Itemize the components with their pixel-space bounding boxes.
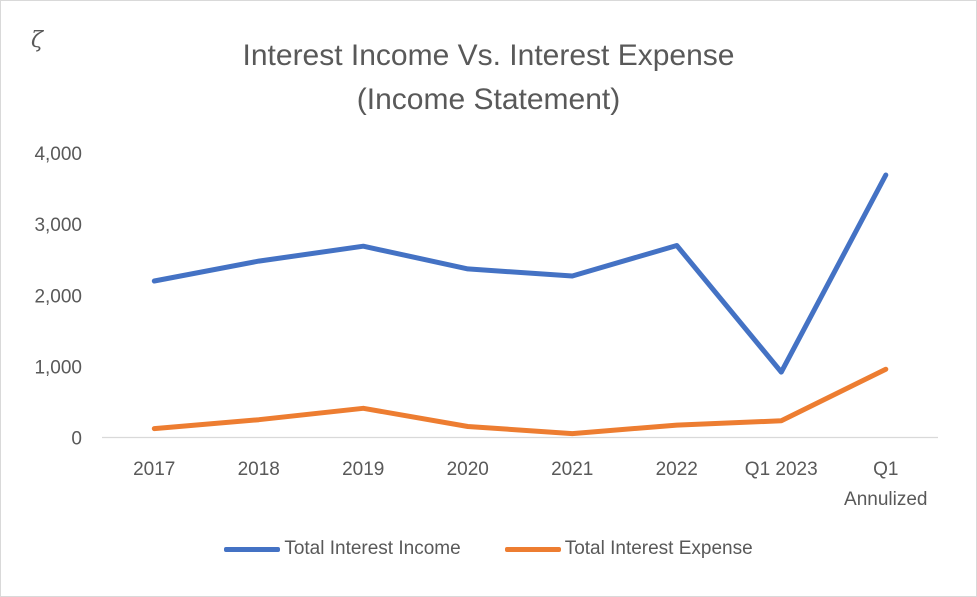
legend-label-income: Total Interest Income bbox=[284, 538, 461, 559]
x-tick-label-line: 2017 bbox=[133, 459, 175, 480]
x-tick-label-line: Q1 bbox=[873, 459, 898, 480]
legend-label-expense: Total Interest Expense bbox=[564, 538, 753, 559]
x-tick-label-line: 2022 bbox=[656, 459, 698, 480]
x-tick-label-line: 2021 bbox=[551, 459, 593, 480]
x-tick-label: 2022 bbox=[656, 459, 698, 480]
chart-title: Interest Income Vs. Interest Expense (In… bbox=[0, 34, 977, 122]
x-tick-label: 2018 bbox=[238, 459, 280, 480]
legend-item-expense: Total Interest Expense bbox=[504, 538, 753, 560]
chart-title-line-1: Interest Income Vs. Interest Expense bbox=[242, 39, 735, 72]
y-tick-label: 0 bbox=[71, 429, 82, 450]
y-tick-label: 1,000 bbox=[34, 357, 82, 378]
legend-item-income: Total Interest Income bbox=[224, 538, 461, 560]
x-tick-label: 2021 bbox=[551, 459, 593, 480]
x-tick-label: Q1 2023 bbox=[745, 459, 818, 480]
series-line-expense bbox=[151, 366, 889, 437]
chart-subtitle: (Income Statement) bbox=[356, 83, 621, 116]
series-line-income bbox=[151, 172, 889, 375]
brand-mark: ζ bbox=[31, 28, 43, 53]
legend: Total Interest Income Total Interest Exp… bbox=[0, 538, 977, 560]
x-tick-label: Q1 Annulized bbox=[844, 459, 927, 510]
y-tick-label: 4,000 bbox=[34, 144, 82, 165]
x-tick-label-line: Q1 2023 bbox=[745, 459, 818, 480]
y-tick-label: 2,000 bbox=[34, 286, 82, 307]
x-tick-label: 2017 bbox=[133, 459, 175, 480]
x-tick-label-line: 2018 bbox=[238, 459, 280, 480]
x-tick-label: 2020 bbox=[447, 459, 489, 480]
y-tick-label: 3,000 bbox=[34, 215, 82, 236]
x-tick-label: 2019 bbox=[342, 459, 384, 480]
x-tick-label-line: 2020 bbox=[447, 459, 489, 480]
legend-swatch-expense bbox=[504, 546, 561, 552]
x-tick-label-line: Annulized bbox=[844, 489, 927, 510]
x-tick-label-line: 2019 bbox=[342, 459, 384, 480]
legend-swatch-income bbox=[224, 546, 281, 552]
